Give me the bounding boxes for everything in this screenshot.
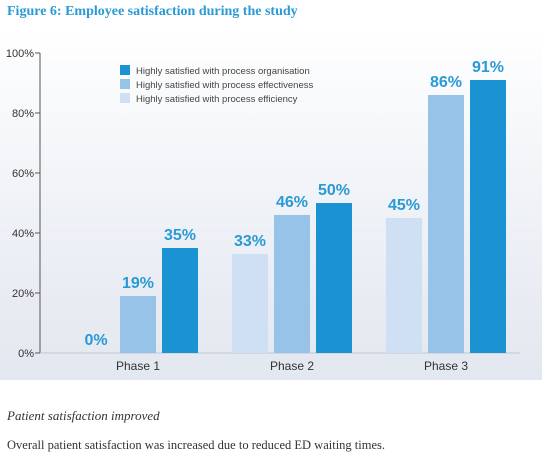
- figure-title: Figure 6: Employee satisfaction during t…: [7, 4, 298, 19]
- y-tick-label: 100%: [6, 48, 34, 60]
- bar-chart: 0% 20% 40% 60% 80% 100% 0% 19% 35% Phase 1 33% 46% 5…: [6, 48, 520, 373]
- bar: [274, 215, 310, 353]
- bar: [120, 296, 156, 353]
- bar-value-label: 86%: [430, 74, 462, 91]
- x-category-label: Phase 3: [424, 359, 468, 373]
- legend-entry: Highly satisfied with process effectiven…: [136, 80, 313, 91]
- bar: [232, 254, 268, 353]
- bar: [386, 218, 422, 353]
- y-tick-label: 80%: [12, 108, 34, 120]
- legend-swatch: [120, 93, 130, 103]
- bar-value-label: 19%: [122, 275, 154, 292]
- caption-heading: Patient satisfaction improved: [7, 408, 160, 423]
- bar: [316, 203, 352, 353]
- bar-value-label: 91%: [472, 59, 504, 76]
- x-category-label: Phase 1: [116, 359, 160, 373]
- legend-swatch: [120, 65, 130, 75]
- bar: [470, 80, 506, 353]
- y-tick-label: 20%: [12, 288, 34, 300]
- bar-value-label: 33%: [234, 233, 266, 250]
- y-tick-label: 0%: [18, 348, 34, 360]
- bar-value-label: 0%: [84, 332, 107, 349]
- y-tick-label: 60%: [12, 168, 34, 180]
- bar-value-label: 45%: [388, 197, 420, 214]
- bar-value-label: 46%: [276, 194, 308, 211]
- legend-entry: Highly satisfied with process organisati…: [136, 66, 310, 77]
- bar: [428, 95, 464, 353]
- bar-value-label: 35%: [164, 227, 196, 244]
- caption-body: Overall patient satisfaction was increas…: [7, 438, 385, 452]
- legend-swatch: [120, 79, 130, 89]
- y-tick-label: 40%: [12, 228, 34, 240]
- bar: [162, 248, 198, 353]
- chart-panel: 0% 20% 40% 60% 80% 100% 0% 19% 35% Phase 1 33% 46% 5…: [0, 28, 542, 380]
- bar-value-label: 50%: [318, 182, 350, 199]
- legend-entry: Highly satisfied with process efficiency: [136, 94, 298, 105]
- x-category-label: Phase 2: [270, 359, 314, 373]
